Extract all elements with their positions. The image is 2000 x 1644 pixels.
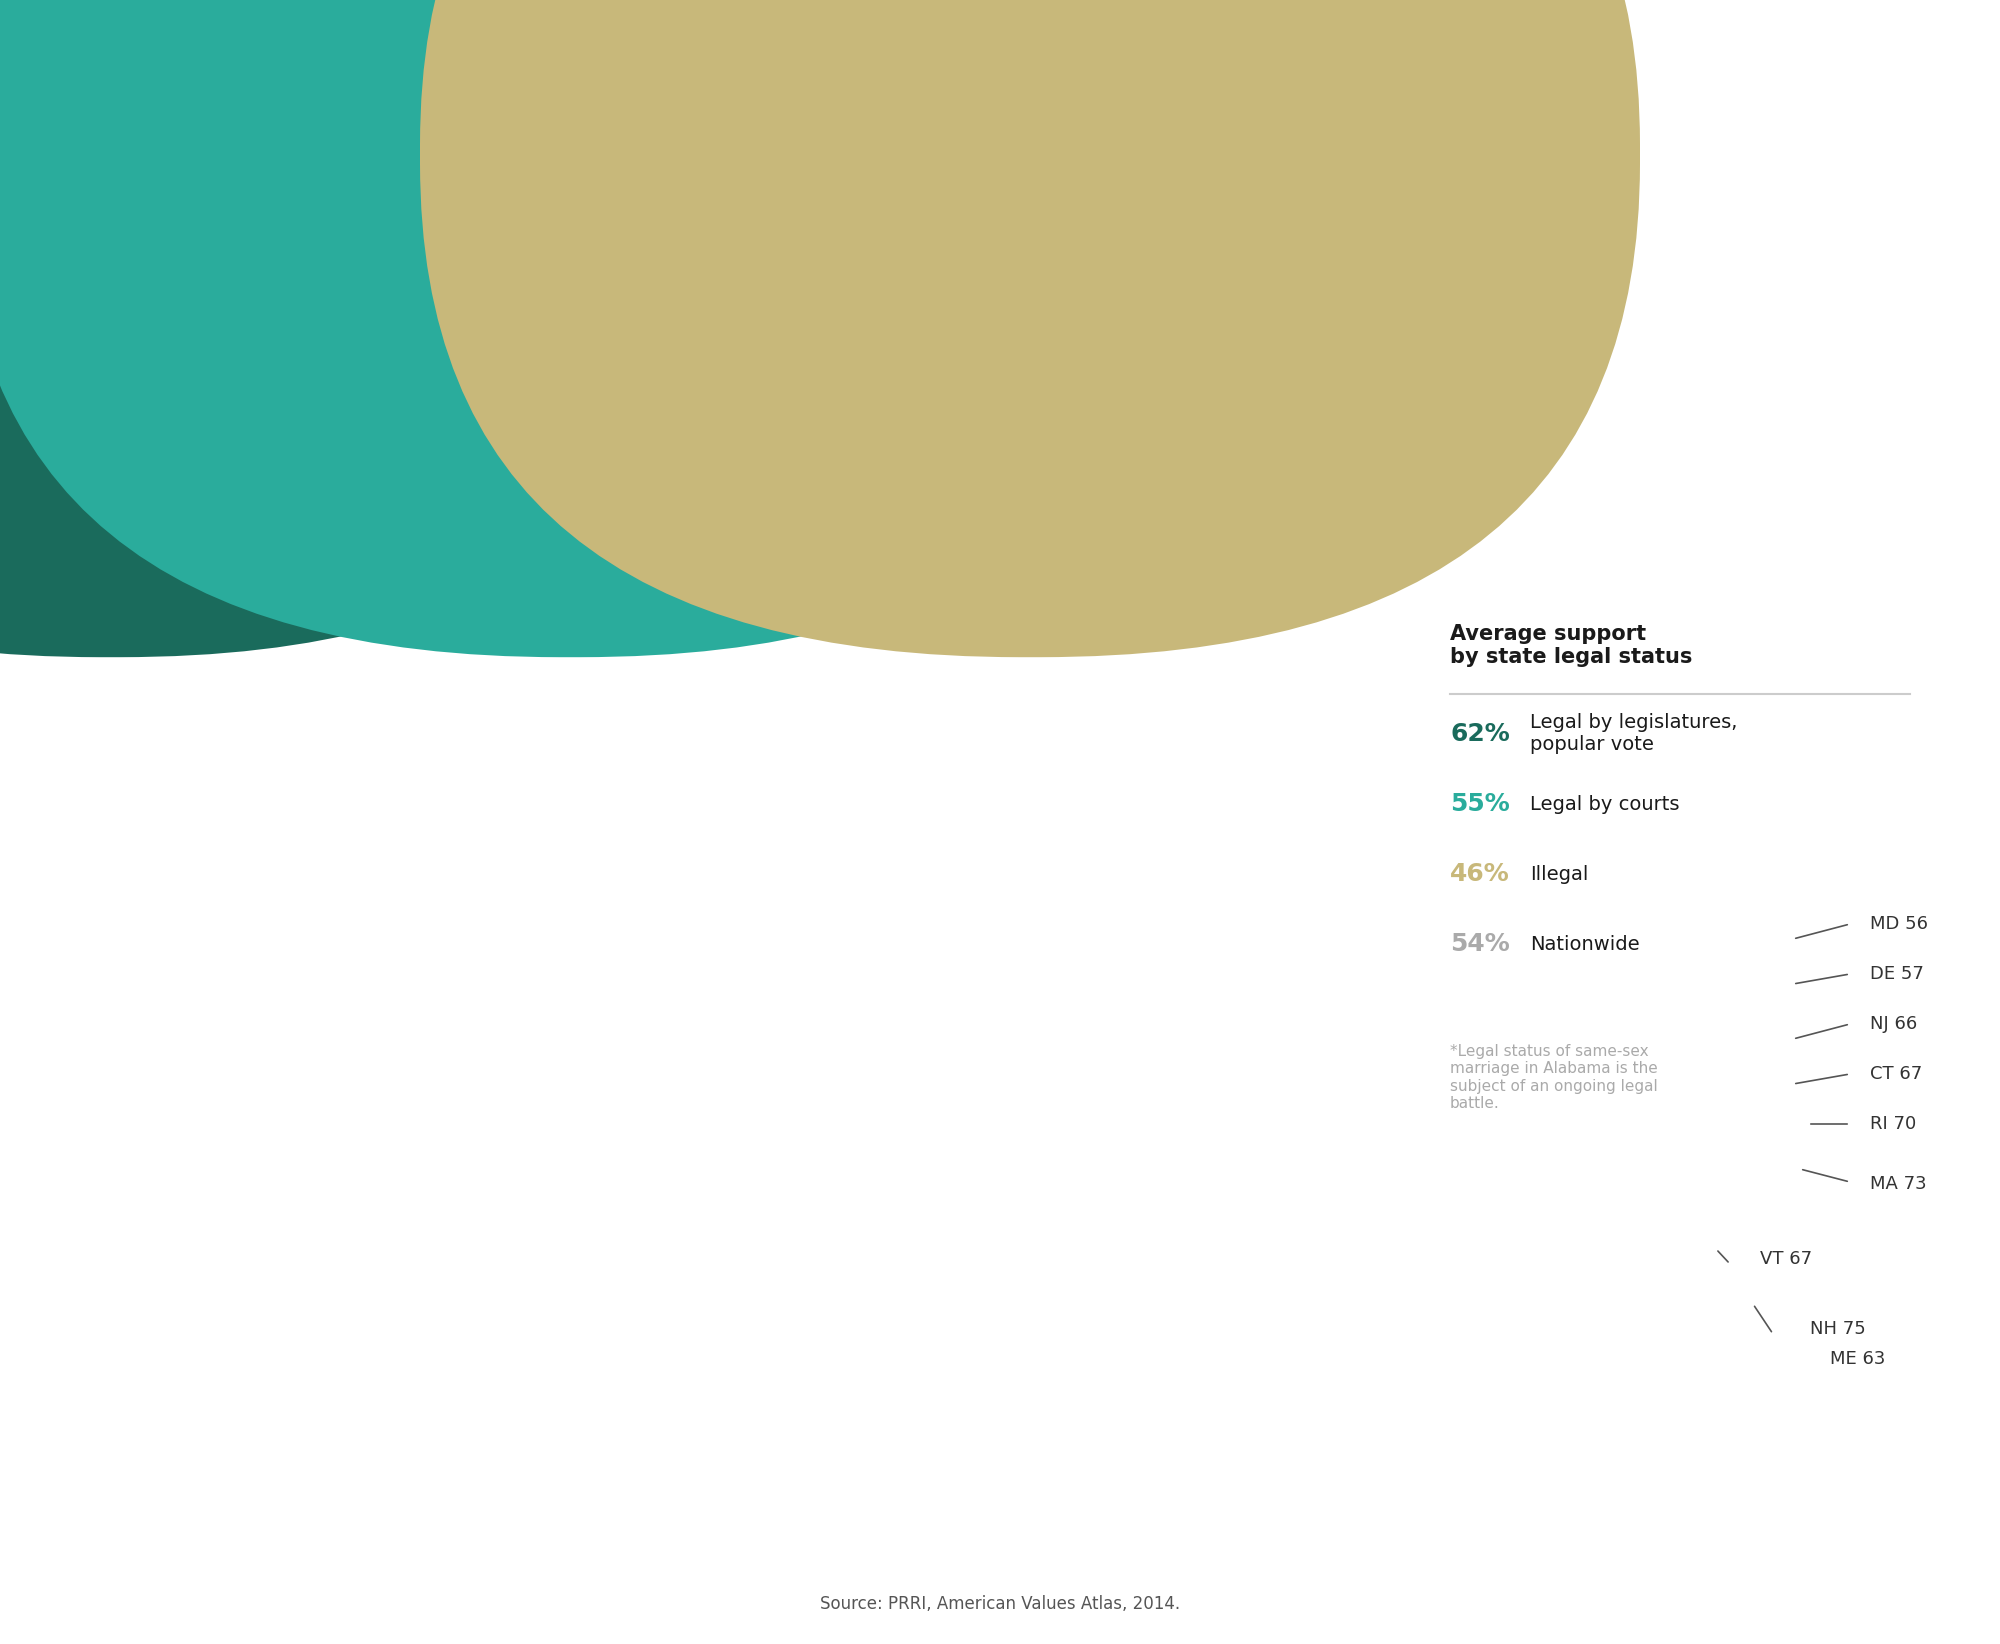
- Text: CT 67: CT 67: [1870, 1065, 1922, 1083]
- Text: Percent who favor allowing gay and lesbian couples to marry legally: Percent who favor allowing gay and lesbi…: [620, 84, 1380, 104]
- Text: VT 67: VT 67: [1760, 1249, 1812, 1268]
- Text: 62%: 62%: [1450, 722, 1510, 746]
- Text: *Legal status of same-sex
marriage in Alabama is the
subject of an ongoing legal: *Legal status of same-sex marriage in Al…: [1450, 1044, 1658, 1111]
- Text: DE 57: DE 57: [1870, 965, 1924, 983]
- Text: Legal Status of and Support for Same-sex Marriage in Each State: Legal Status of and Support for Same-sex…: [440, 39, 1560, 69]
- Text: MD 56: MD 56: [1870, 916, 1928, 934]
- Text: RI 70: RI 70: [1870, 1115, 1916, 1133]
- Text: 46%: 46%: [1450, 861, 1510, 886]
- Text: Nationwide: Nationwide: [1530, 934, 1640, 954]
- Text: Legal by legislatures,
popular vote: Legal by legislatures, popular vote: [1530, 713, 1738, 755]
- Text: Illegal: Illegal: [1530, 865, 1588, 883]
- Text: Average support
by state legal status: Average support by state legal status: [1450, 625, 1692, 667]
- Text: Legal by courts: Legal by courts: [1530, 794, 1680, 814]
- Text: NJ 66: NJ 66: [1870, 1014, 1918, 1032]
- Text: Same-sex marriage illegal: Same-sex marriage illegal: [1050, 145, 1266, 163]
- Text: Same-sex marriage legalized by courts: Same-sex marriage legalized by courts: [590, 145, 914, 163]
- Text: 54%: 54%: [1450, 932, 1510, 957]
- Text: NH 75: NH 75: [1810, 1320, 1866, 1338]
- Text: Source: PRRI, American Values Atlas, 2014.: Source: PRRI, American Values Atlas, 201…: [820, 1595, 1180, 1613]
- Text: MA 73: MA 73: [1870, 1175, 1926, 1194]
- Text: Same-sex marriage legalized by legislatures/popular vote: Same-sex marriage legalized by legislatu…: [130, 145, 610, 163]
- Text: 55%: 55%: [1450, 792, 1510, 815]
- Text: ME 63: ME 63: [1830, 1350, 1886, 1368]
